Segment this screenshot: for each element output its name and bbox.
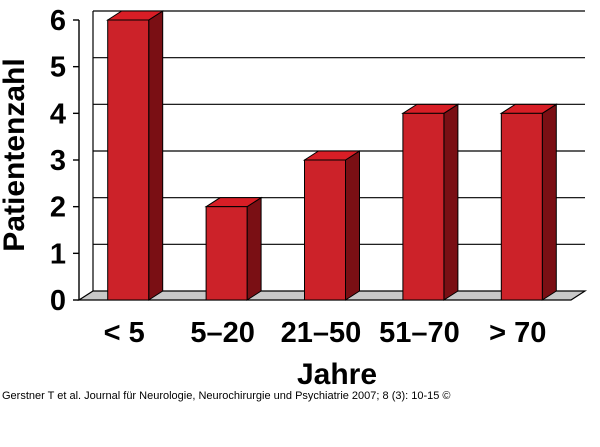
- bar-side: [148, 10, 164, 301]
- x-axis-title: Jahre: [297, 358, 377, 391]
- x-tick-label: 5–20: [190, 317, 255, 349]
- y-tick-label: 4: [50, 98, 66, 130]
- bar: [401, 103, 460, 301]
- y-tick-label: 1: [50, 238, 66, 270]
- bar-side: [541, 103, 557, 301]
- y-axis-title: Patientenzahl: [0, 58, 31, 251]
- bar-front: [500, 112, 543, 301]
- x-tick-labels: < 5 5–20 21–50 51–70 > 70: [104, 317, 547, 349]
- y-tick-label: 0: [50, 285, 66, 317]
- bar-front: [205, 206, 248, 301]
- x-tick-label: < 5: [104, 317, 145, 349]
- x-tick-label: 51–70: [379, 317, 460, 349]
- bar-side: [246, 196, 262, 301]
- bar: [105, 10, 165, 301]
- y-tick-label: 5: [50, 52, 66, 84]
- bar: [302, 150, 362, 301]
- bar-side: [443, 103, 459, 301]
- citation: Gerstner T et al. Journal für Neurologie…: [2, 390, 451, 402]
- y-tick-label: 6: [50, 5, 66, 37]
- x-tick-label: > 70: [489, 317, 546, 349]
- bar-front: [304, 159, 346, 301]
- bar: [499, 103, 559, 301]
- y-tick-label: 2: [50, 192, 66, 224]
- bar: [204, 196, 263, 301]
- bar-side: [345, 150, 360, 301]
- bar-front: [107, 19, 150, 301]
- y-tick-labels: 0 1 2 3 4 5 6: [50, 5, 66, 317]
- bar-front: [402, 112, 445, 301]
- y-tick-label: 3: [50, 145, 66, 177]
- x-tick-label: 21–50: [281, 317, 362, 349]
- bars: [105, 10, 559, 301]
